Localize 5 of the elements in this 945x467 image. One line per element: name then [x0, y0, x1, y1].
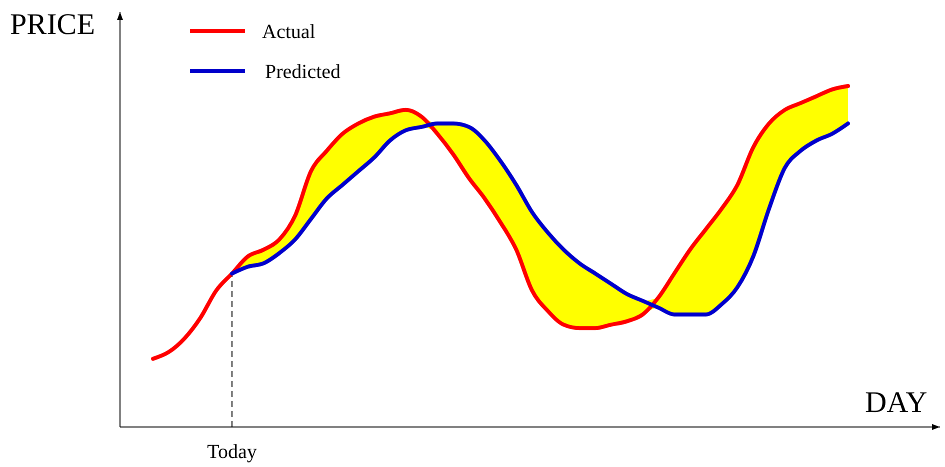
y-axis-title: PRICE [10, 8, 96, 41]
x-axis-title: DAY [865, 386, 928, 419]
legend-label: Predicted [265, 61, 341, 83]
text: Today [207, 441, 257, 463]
legend-label: Actual [262, 21, 316, 43]
